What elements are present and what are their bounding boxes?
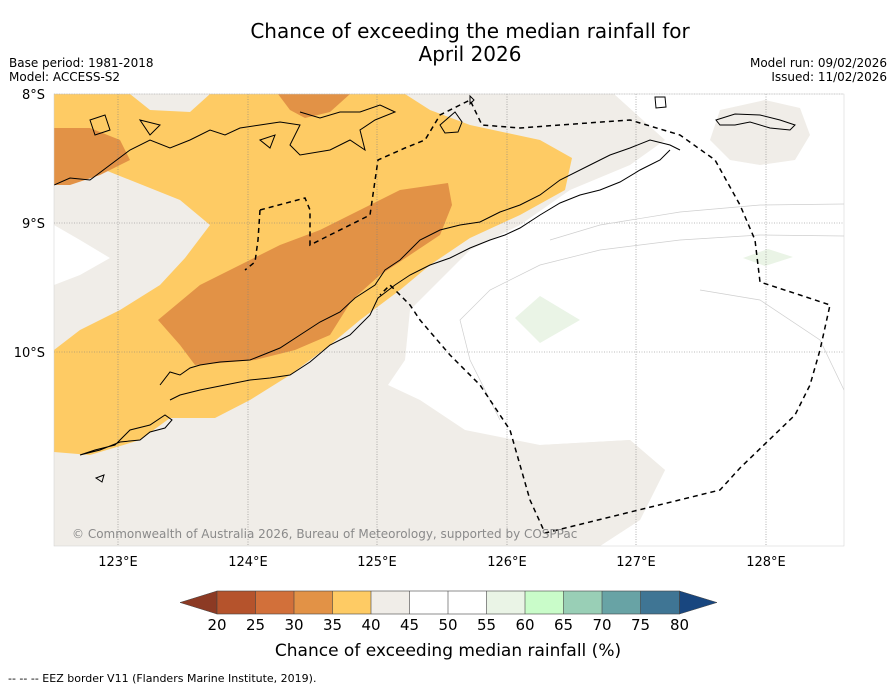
colorbar: 20 25 30 35 40 45 50 55 60 65 70 75 80 C… [179, 590, 718, 661]
lon-label-125e: 125°E [357, 555, 397, 570]
colorbar-label: Chance of exceeding median rainfall (%) [275, 641, 621, 661]
coast-atauro [654, 96, 667, 109]
coast-wetar [439, 111, 463, 134]
coast-ne-island [715, 113, 796, 131]
shade-40-45-ne-patch [710, 100, 810, 165]
lat-label-9s: 9°S [22, 217, 45, 232]
issued-date: Issued: 11/02/2026 [771, 70, 887, 84]
lon-label-123e: 123°E [98, 555, 138, 570]
eez-footnote: -- -- -- EEZ border V11 (Flanders Marine… [8, 672, 317, 685]
shade-45-55-west [54, 225, 110, 285]
colorbar-tick-30: 30 [284, 616, 303, 634]
coast-timor-south [169, 149, 671, 401]
eez-border [244, 98, 831, 534]
colorbar-tick-65: 65 [554, 616, 573, 634]
contour-lines [459, 203, 844, 421]
colorbar-segment-45-50 [409, 591, 448, 614]
coast-timor-north [159, 139, 681, 386]
colorbar-segment-35-40 [332, 591, 371, 614]
title-line-1: Chance of exceeding the median rainfall … [250, 19, 690, 43]
colorbar-tick-50: 50 [438, 616, 457, 634]
map-area [54, 94, 844, 546]
meta-right: Model run: 09/02/2026 Issued: 11/02/2026 [750, 56, 887, 84]
shade-55-60-patch-1 [515, 296, 580, 343]
contour-line-outer [459, 234, 844, 421]
coast-rote [79, 414, 173, 483]
lat-label-10s: 10°S [14, 346, 45, 361]
shade-30-35-west [54, 128, 130, 185]
colorbar-tick-75: 75 [631, 616, 650, 634]
meta-left: Base period: 1981-2018 Model: ACCESS-S2 [9, 56, 154, 84]
title-line-2: April 2026 [418, 42, 522, 66]
chart-title: Chance of exceeding the median rainfall … [120, 20, 820, 66]
colorbar-segment-75-80 [640, 591, 680, 614]
coast-flores-alor [54, 104, 397, 186]
shade-55-60-patch-2 [743, 249, 793, 266]
colorbar-segment-50-55 [448, 591, 487, 614]
colorbar-segment-20-25 [217, 591, 256, 614]
lon-label-126e: 126°E [487, 555, 527, 570]
shade-30-35-north [278, 94, 350, 118]
shade-40-45-north-notch [130, 94, 210, 112]
colorbar-tick-20: 20 [207, 616, 226, 634]
shade-45-55-east [388, 94, 844, 546]
colorbar-tick-40: 40 [361, 616, 380, 634]
colorbar-high-extend [679, 590, 718, 615]
colorbar-segment-65-70 [563, 591, 602, 614]
colorbar-tick-60: 60 [515, 616, 534, 634]
colorbar-segment-30-35 [294, 591, 333, 614]
contour-line-east [699, 289, 844, 391]
coast-north-islands [469, 94, 475, 106]
colorbar-segment-40-45 [371, 591, 410, 614]
contour-line-north [549, 203, 844, 241]
lon-label-124e: 124°E [228, 555, 268, 570]
colorbar-low-extend [179, 590, 218, 615]
colorbar-tick-55: 55 [477, 616, 496, 634]
colorbar-dividers [255, 591, 641, 614]
colorbar-segment-25-30 [255, 591, 294, 614]
lon-label-128e: 128°E [746, 555, 786, 570]
lon-label-127e: 127°E [616, 555, 656, 570]
colorbar-tick-25: 25 [246, 616, 265, 634]
coastlines [54, 94, 796, 483]
lat-label-8s: 8°S [22, 88, 45, 103]
map-frame [53, 93, 845, 547]
model-run: Model run: 09/02/2026 [749, 56, 887, 70]
shade-30-35-central [158, 183, 452, 365]
model-name: Model: ACCESS-S2 [9, 70, 121, 84]
colorbar-tick-35: 35 [323, 616, 342, 634]
shade-40-45-south-patch [530, 440, 665, 546]
base-period: Base period: 1981-2018 [9, 56, 154, 70]
colorbar-tick-70: 70 [592, 616, 611, 634]
colorbar-segment-55-60 [486, 591, 525, 614]
colorbar-segment-60-65 [525, 591, 564, 614]
colorbar-tick-45: 45 [400, 616, 419, 634]
colorbar-segment-70-75 [602, 591, 641, 614]
colorbar-tick-80: 80 [670, 616, 689, 634]
copyright-notice: © Commonwealth of Australia 2026, Bureau… [72, 527, 577, 541]
